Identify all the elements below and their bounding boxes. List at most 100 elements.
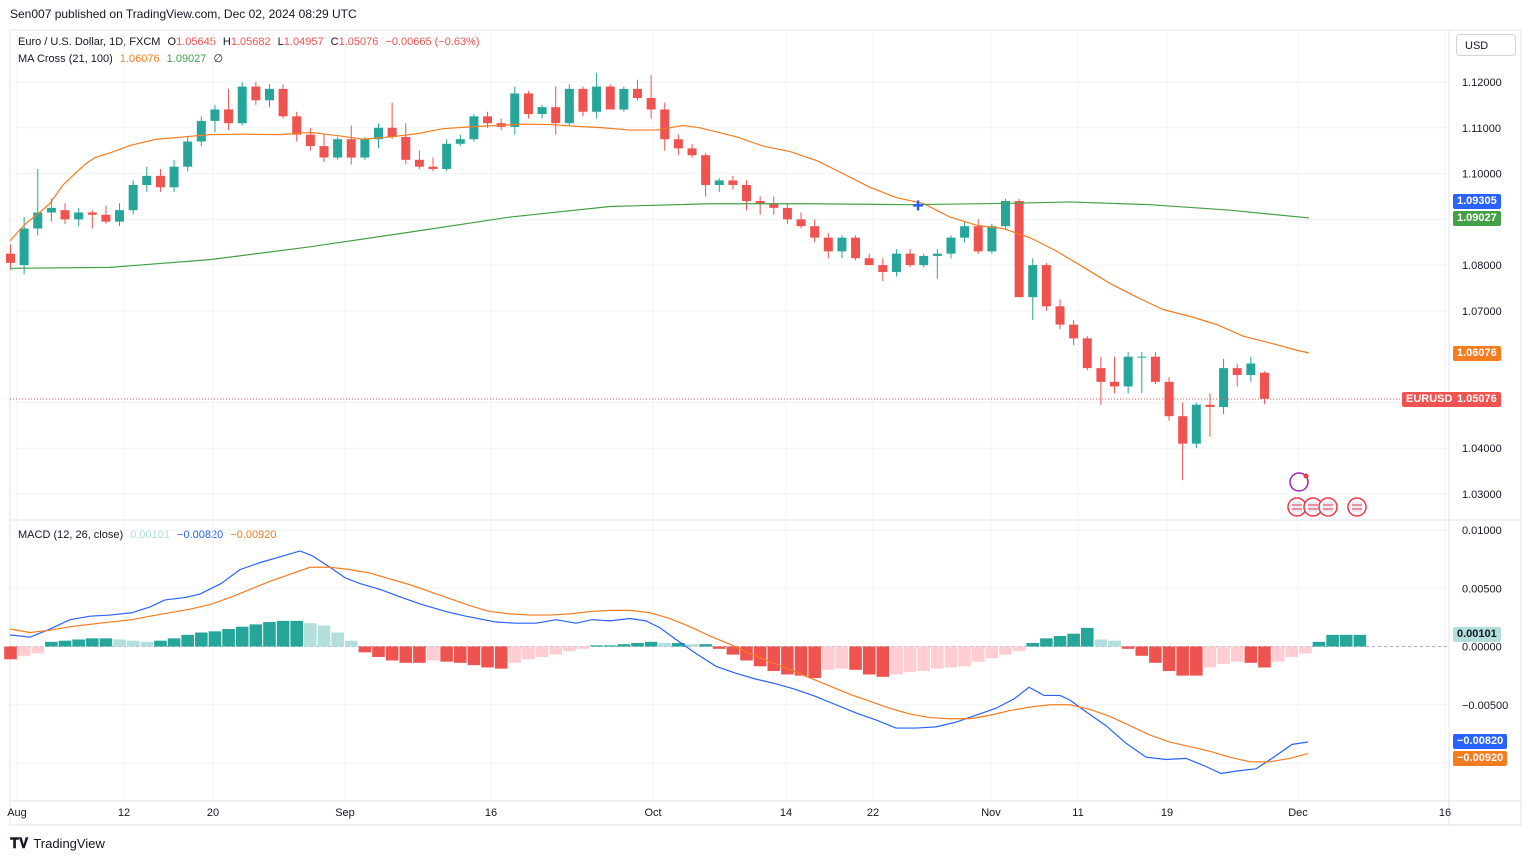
- candle-body: [292, 116, 302, 135]
- macd-histogram-bar: [931, 646, 944, 669]
- candle-body: [46, 207, 56, 213]
- macd-histogram-bar: [1149, 646, 1162, 663]
- us-flag-icon: [1308, 502, 1318, 512]
- macd-histogram-bar: [126, 640, 140, 647]
- cross-price-tag: 1.09305: [1453, 194, 1501, 209]
- macd-histogram-bar: [767, 646, 781, 671]
- time-tick-label: Nov: [981, 807, 1001, 819]
- macd-line-tag: −0.00820: [1453, 734, 1508, 749]
- macd-histogram-bar: [99, 638, 113, 647]
- candle-body: [278, 88, 288, 117]
- candle-body: [1219, 368, 1229, 408]
- candle-body: [578, 88, 588, 112]
- macd-histogram-bar: [72, 639, 85, 647]
- ma-slow-price-tag: 1.09027: [1453, 211, 1501, 226]
- time-tick-label: 12: [118, 807, 130, 819]
- macd-histogram-bar: [453, 646, 467, 663]
- macd-line: [9, 550, 1309, 775]
- macd-histogram-bar: [494, 646, 508, 669]
- macd-histogram-bar: [1012, 646, 1026, 652]
- candle-body: [687, 148, 697, 156]
- candle-body: [333, 139, 343, 158]
- macd-histogram-bar: [726, 646, 740, 655]
- ohlc-open: O1.05645: [167, 36, 216, 48]
- ohlc-low: L1.04957: [277, 36, 324, 48]
- candle-body: [932, 253, 942, 256]
- candle-body: [673, 139, 683, 149]
- candle-body: [891, 253, 901, 272]
- macd-histogram-bar: [235, 626, 249, 647]
- candle-body: [1041, 265, 1051, 307]
- candle-body: [142, 175, 152, 185]
- candle-body: [87, 212, 97, 215]
- candle-body: [428, 166, 438, 169]
- symbol-tag: EURUSD: [1402, 392, 1457, 407]
- macd-histogram-bar: [1176, 646, 1189, 676]
- macd-histogram-bar: [208, 631, 222, 647]
- candle-body: [74, 212, 84, 220]
- candle-body: [19, 228, 29, 266]
- macd-histogram-bar: [1053, 636, 1067, 647]
- ma-extra: ∅: [213, 53, 224, 65]
- candle-body: [592, 86, 602, 112]
- candle-body: [796, 219, 806, 227]
- candle-body: [374, 127, 384, 140]
- candle-body: [701, 155, 711, 185]
- macd-histogram-bar: [563, 646, 576, 652]
- macd-tick-label: 0.00500: [1462, 583, 1502, 595]
- time-tick-label: 22: [867, 807, 879, 819]
- macd-histogram-bar: [1108, 640, 1121, 647]
- price-tick-label: 1.08000: [1462, 260, 1502, 272]
- macd-histogram-bar: [372, 646, 385, 657]
- macd-histogram-bar: [1353, 634, 1367, 647]
- time-tick-label: Oct: [644, 807, 661, 819]
- macd-histogram-bar: [1271, 646, 1285, 662]
- ma-legend: MA Cross (21, 100) 1.06076 1.09027 ∅: [18, 52, 227, 65]
- last-price-tag: 1.05076: [1453, 392, 1501, 407]
- candle-body: [237, 86, 247, 124]
- footer-brand: TradingView: [33, 836, 105, 851]
- macd-histogram-bar: [808, 646, 821, 678]
- candle-body: [33, 212, 43, 229]
- macd-histogram-bar: [822, 646, 835, 670]
- macd-histogram-bar: [1217, 646, 1230, 664]
- ohlc-high: H1.05682: [222, 36, 271, 48]
- price-pane[interactable]: [6, 72, 1449, 481]
- macd-histogram-bar: [1299, 646, 1312, 654]
- candle-body: [155, 175, 165, 188]
- candle-body: [1246, 363, 1256, 375]
- macd-histogram-bar: [944, 646, 958, 668]
- macd-histogram-bar: [985, 646, 999, 659]
- candle-body: [483, 116, 493, 124]
- candle-body: [905, 253, 915, 266]
- candle-body: [523, 93, 533, 115]
- candle-body: [1000, 201, 1010, 227]
- macd-histogram-bar: [304, 623, 317, 647]
- footer: 𝐓𝐕 TradingView: [10, 835, 105, 852]
- chart-overlays: [1287, 472, 1367, 517]
- macd-histogram-bar: [1339, 634, 1353, 647]
- macd-histogram-bar: [672, 643, 685, 647]
- candle-body: [346, 139, 356, 158]
- candle-body: [210, 109, 220, 121]
- event-dot-icon: [1303, 473, 1309, 479]
- macd-histogram-bar: [712, 646, 726, 649]
- macd-histogram-bar: [753, 646, 767, 667]
- macd-line-value: −0.00820: [177, 529, 224, 541]
- time-tick-label: 14: [780, 807, 792, 819]
- candle-body: [1069, 324, 1079, 339]
- cross-marker-icon: [913, 200, 923, 211]
- macd-histogram-bar: [644, 641, 658, 647]
- macd-histogram-bar: [699, 644, 712, 647]
- macd-histogram-bar: [222, 629, 235, 647]
- currency-button[interactable]: USD: [1456, 34, 1516, 56]
- macd-hist-tag: 0.00101: [1453, 627, 1501, 642]
- candle-body: [224, 109, 234, 124]
- macd-histogram-bar: [45, 641, 58, 647]
- candle-body: [537, 107, 547, 115]
- macd-histogram-bar: [331, 632, 344, 647]
- candle-body: [469, 116, 479, 140]
- macd-pane[interactable]: [4, 550, 1449, 775]
- candle-body: [442, 143, 452, 169]
